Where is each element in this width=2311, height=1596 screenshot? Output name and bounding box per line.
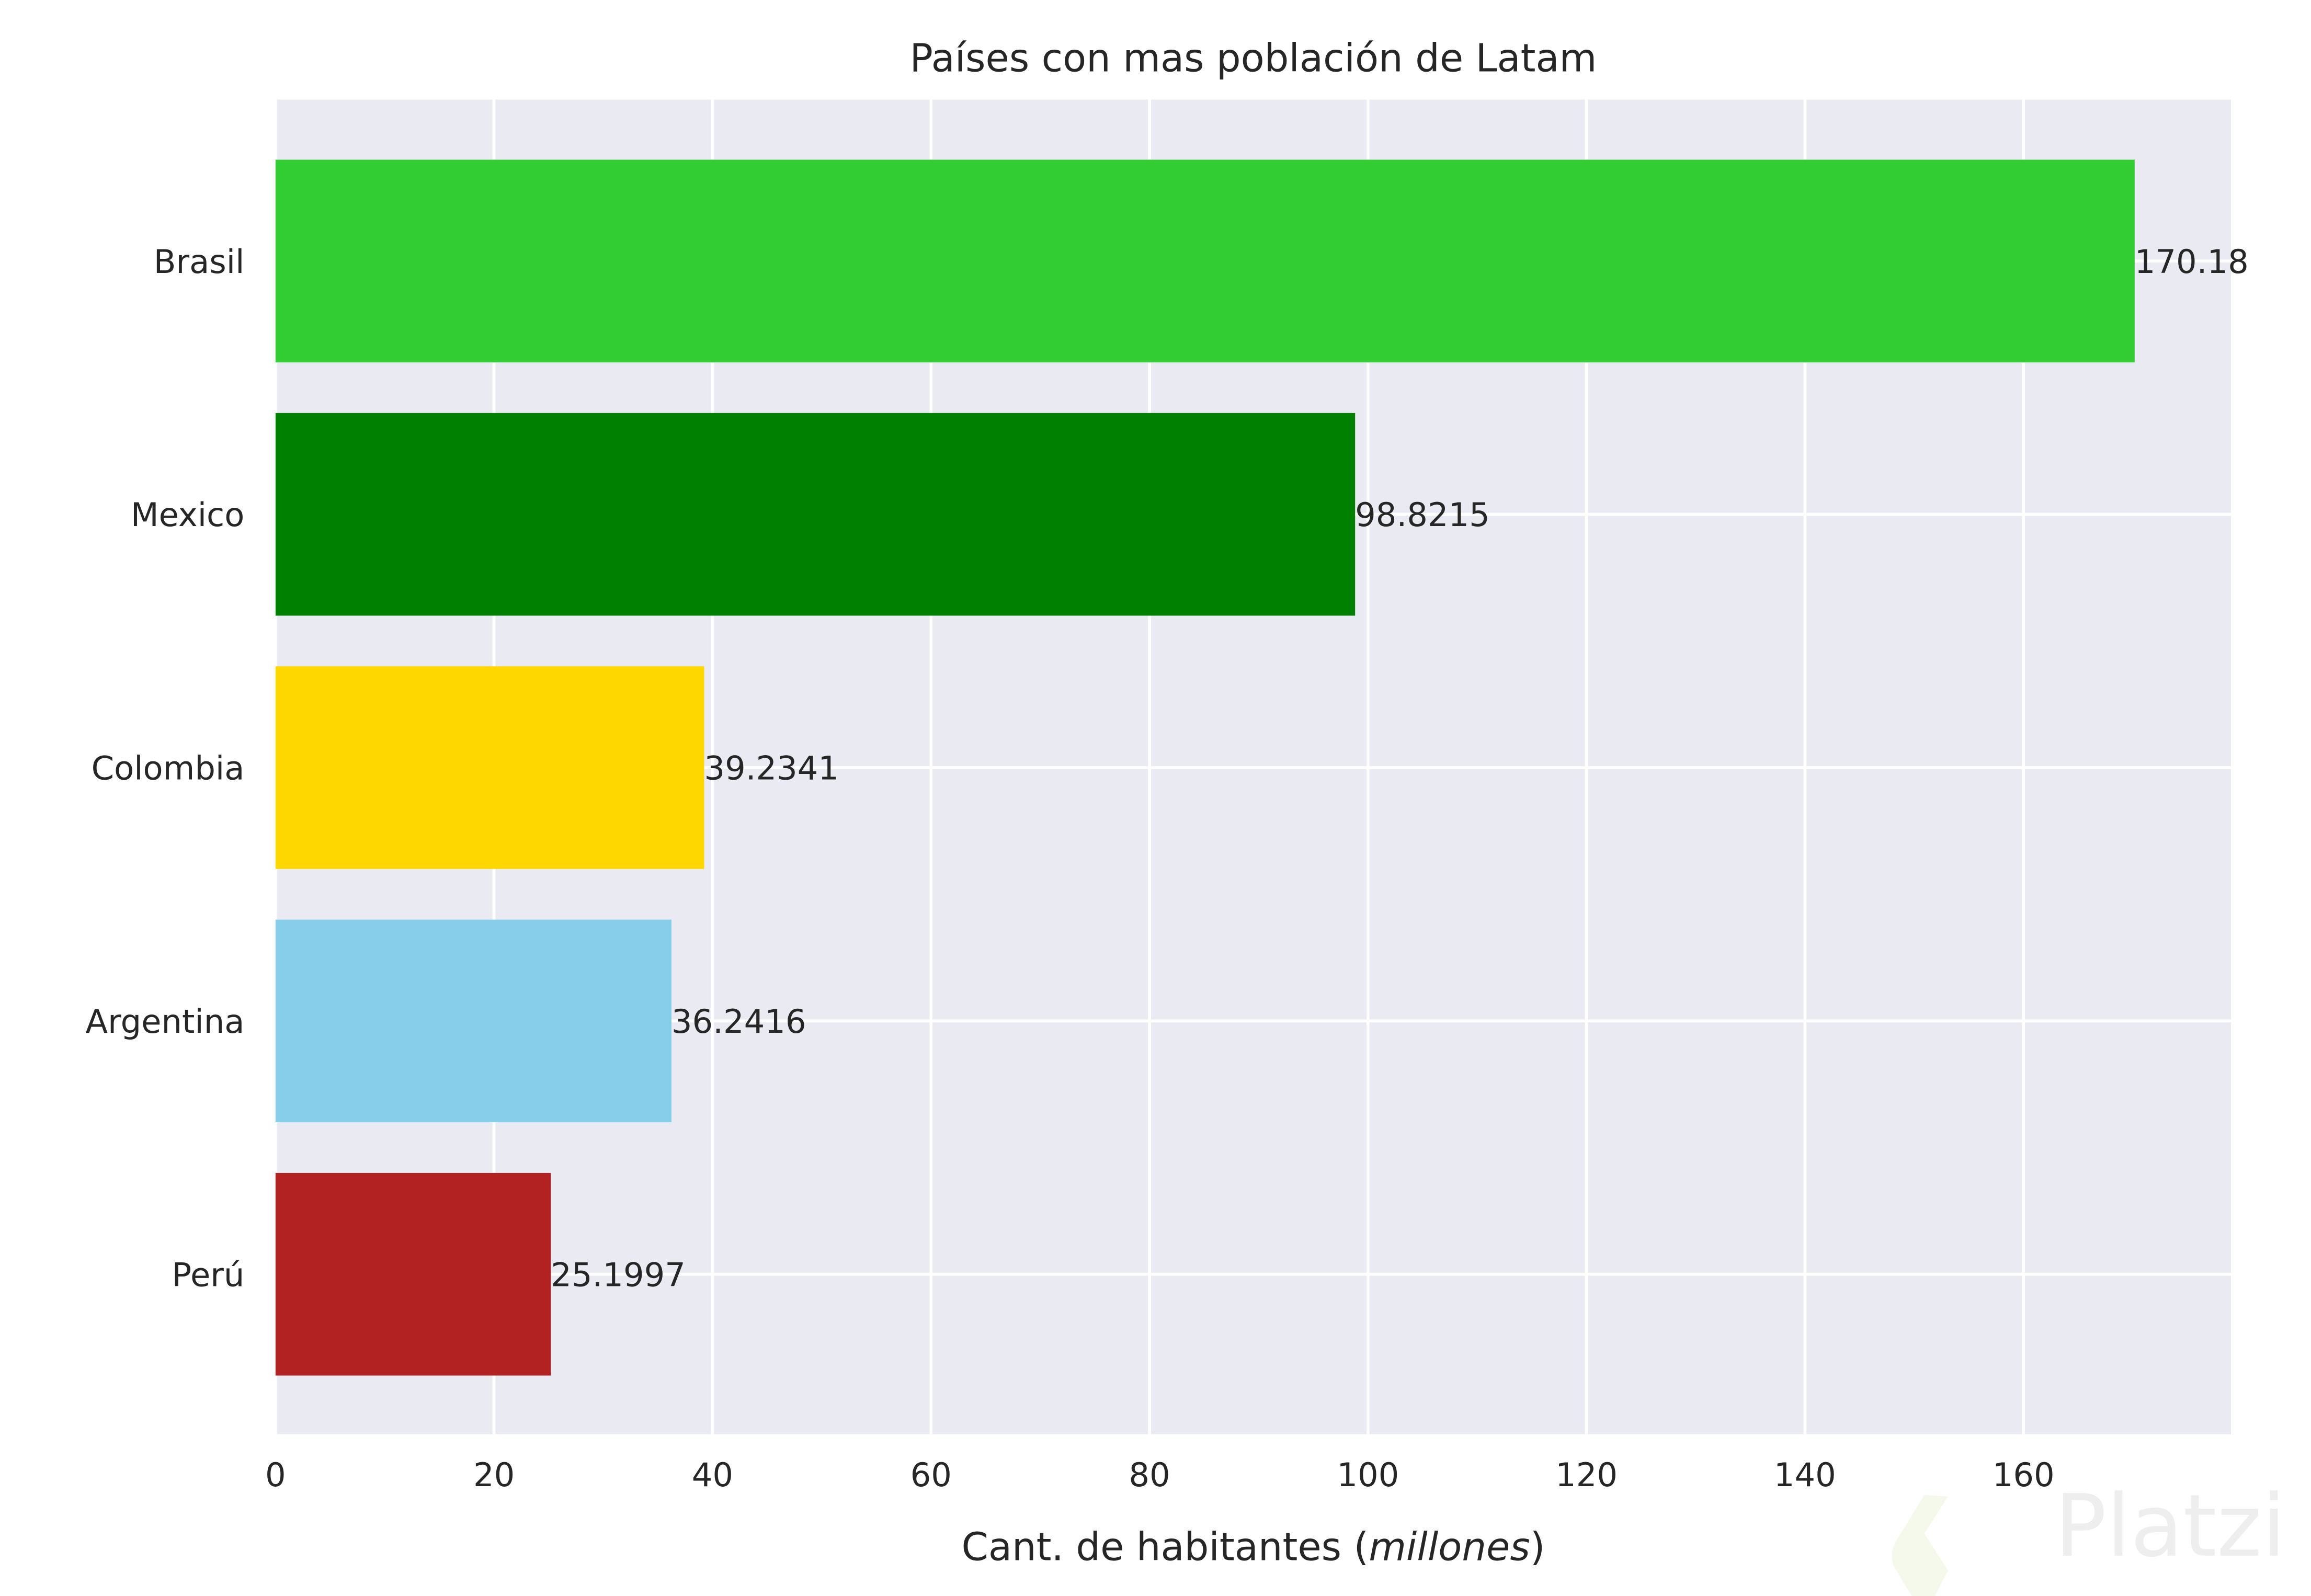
x-tick-labels: 0 20 40 60 80 100 120 140 160 [265, 1456, 2055, 1494]
data-label: 36.2416 [671, 1002, 806, 1041]
bar-brasil [275, 159, 2135, 362]
x-tick-label: 60 [910, 1456, 952, 1494]
data-label: 98.8215 [1355, 496, 1490, 534]
x-tick-label: 140 [1774, 1456, 1836, 1494]
data-label: 170.18 [2135, 243, 2249, 281]
data-label: 25.1997 [551, 1256, 686, 1294]
x-tick-label: 120 [1555, 1456, 1618, 1494]
bar-mexico [275, 413, 1356, 616]
x-tick-label: 20 [473, 1456, 515, 1494]
bar-argentina [275, 919, 671, 1123]
x-axis-label-unit: millones [1369, 1525, 1530, 1569]
bar-colombia [275, 666, 704, 869]
y-tick-label: Mexico [131, 496, 245, 534]
y-tick-label: Perú [172, 1256, 245, 1294]
x-tick-label: 160 [1993, 1456, 2055, 1494]
y-tick-label: Colombia [92, 749, 245, 788]
x-tick-label: 40 [692, 1456, 733, 1494]
bars [275, 159, 2135, 1376]
x-tick-label: 80 [1129, 1456, 1170, 1494]
y-tick-label: Argentina [86, 1002, 245, 1041]
platzi-logo-icon [1892, 1495, 1948, 1596]
x-tick-label: 100 [1337, 1456, 1399, 1494]
x-axis-label-suffix: ) [1530, 1525, 1545, 1569]
platzi-wordmark: Platzi [2055, 1476, 2286, 1576]
x-axis-label-prefix: Cant. de habitantes ( [961, 1525, 1369, 1569]
data-labels: 170.18 98.8215 39.2341 36.2416 25.1997 [551, 243, 2248, 1294]
platzi-watermark: Platzi [1892, 1476, 2286, 1596]
bar-perú [275, 1172, 551, 1376]
x-axis-label: Cant. de habitantes (millones) [961, 1525, 1545, 1569]
y-tick-label: Brasil [154, 243, 245, 281]
chart-title: Países con mas población de Latam [909, 37, 1597, 81]
data-label: 39.2341 [704, 749, 839, 788]
y-tick-labels: Brasil Mexico Colombia Argentina Perú [86, 243, 245, 1294]
x-tick-label: 0 [265, 1456, 286, 1494]
